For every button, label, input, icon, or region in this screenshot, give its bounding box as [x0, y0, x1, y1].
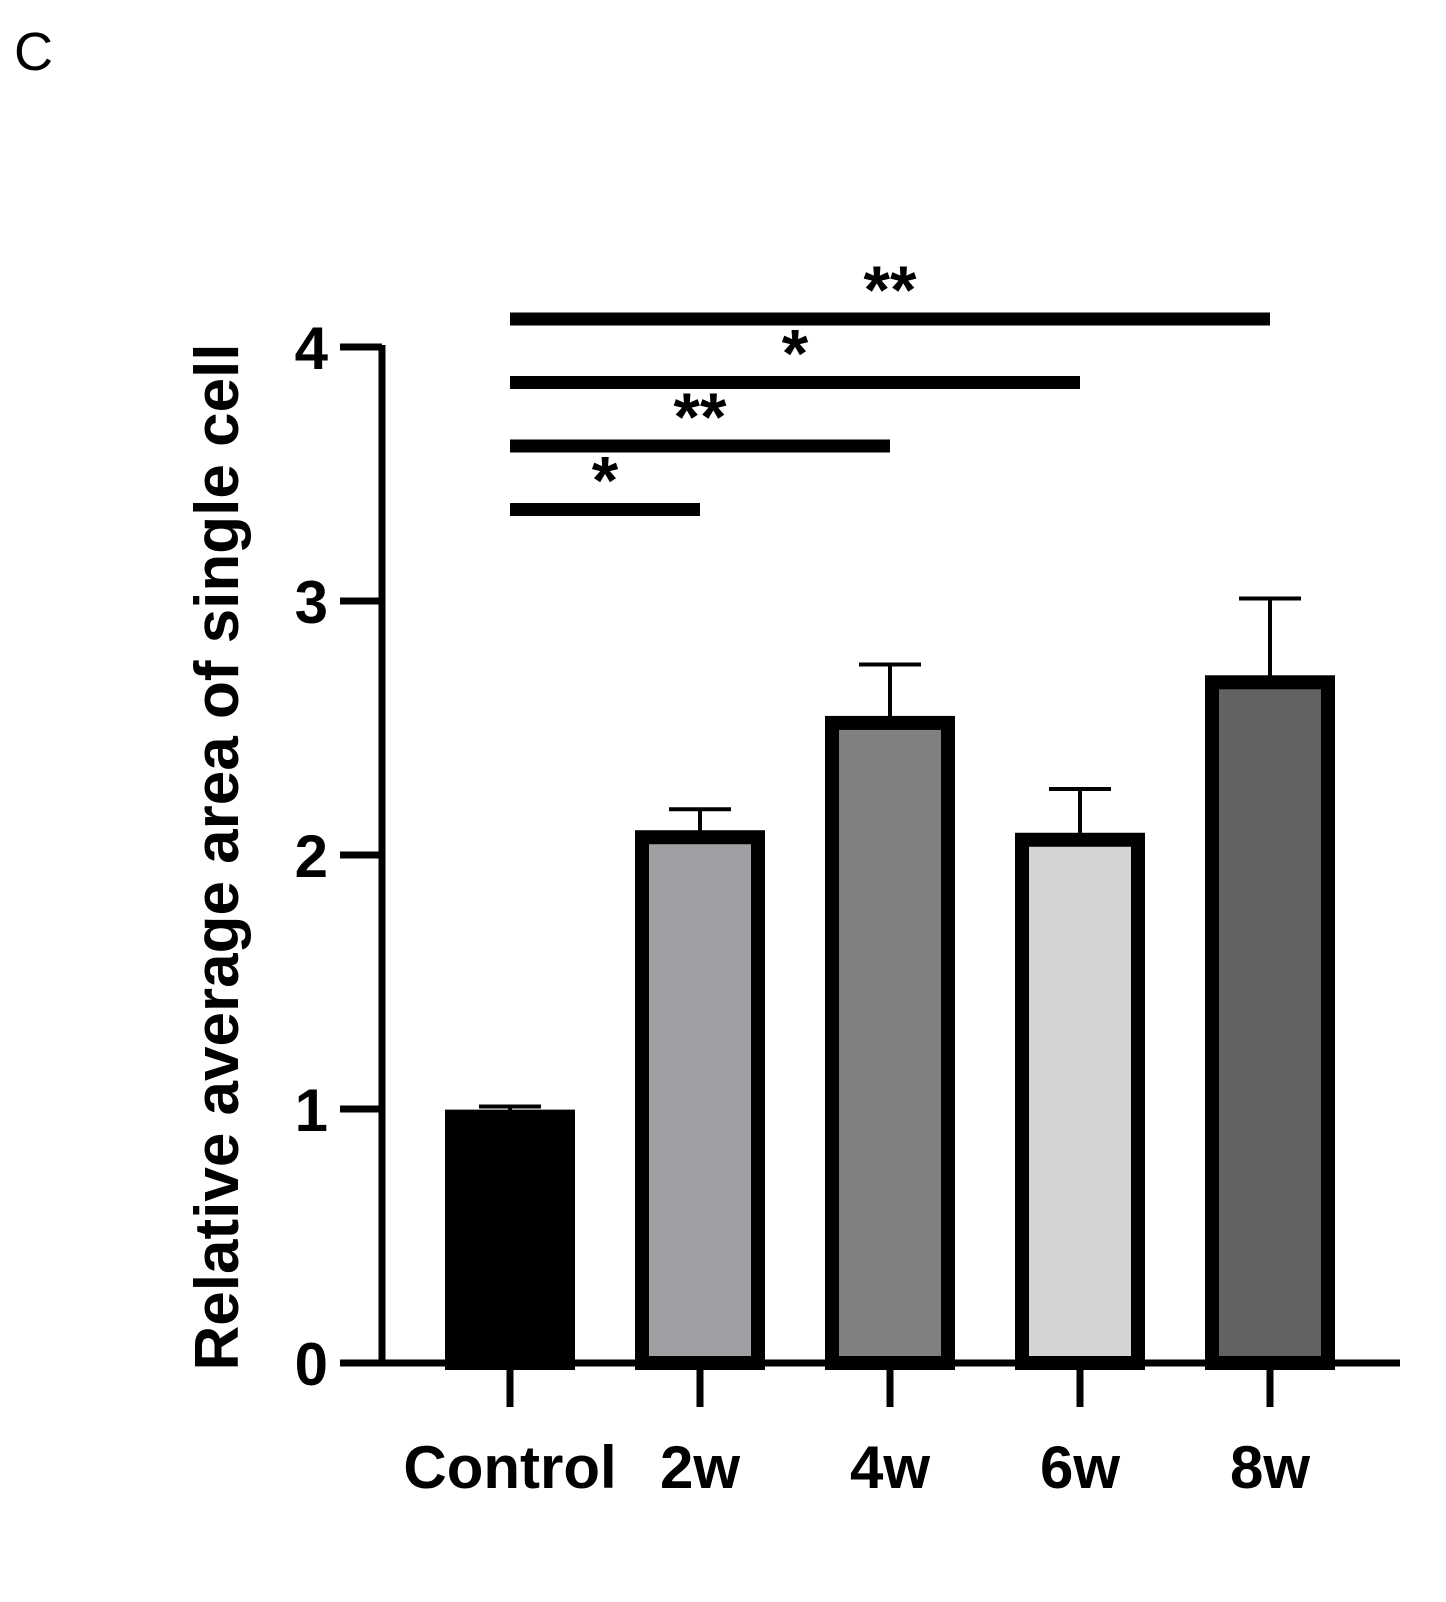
y-axis-label: Relative average area of single cell	[183, 344, 252, 1371]
significance-label-4w: **	[674, 379, 727, 455]
x-tick-label-4w: 4w	[850, 1434, 930, 1501]
x-tick-label-2w: 2w	[660, 1434, 740, 1501]
bar-4w	[825, 715, 955, 1370]
significance-label-2w: *	[592, 443, 619, 519]
bar-8w	[1205, 675, 1335, 1370]
significance-label-6w: *	[782, 316, 809, 392]
y-tick-label-3: 3	[295, 569, 328, 636]
x-tick-label-control: Control	[403, 1434, 616, 1501]
y-tick-label-1: 1	[295, 1077, 328, 1144]
significance-label-8w: **	[864, 252, 917, 328]
bar-6w	[1015, 832, 1145, 1370]
y-tick-label-4: 4	[295, 315, 329, 382]
y-tick-label-2: 2	[295, 823, 328, 890]
panel-label: C	[14, 22, 53, 82]
x-tick-label-8w: 8w	[1230, 1434, 1310, 1501]
y-tick-label-0: 0	[295, 1331, 328, 1398]
x-tick-label-6w: 6w	[1040, 1434, 1120, 1501]
bar-2w	[635, 830, 765, 1370]
bar-control	[445, 1109, 575, 1370]
